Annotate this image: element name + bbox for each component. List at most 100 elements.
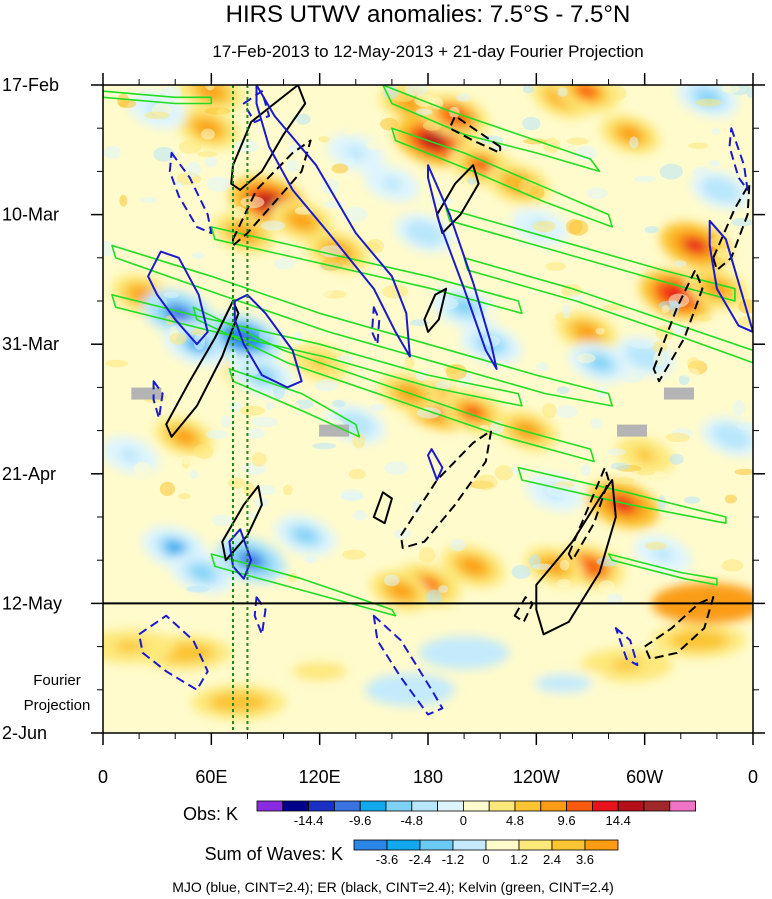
speckle-mark	[211, 514, 233, 526]
anomaly-blob-layer	[163, 540, 187, 556]
speckle-mark	[488, 95, 499, 104]
speckle-mark	[352, 432, 366, 449]
anomaly-blob-layer	[390, 583, 412, 599]
anomaly-blob-layer	[191, 565, 214, 580]
speckle-mark	[411, 501, 421, 516]
speckle-mark	[576, 353, 596, 364]
speckle-mark	[404, 85, 428, 96]
speckle-mark	[248, 512, 257, 519]
speckle-mark	[665, 432, 690, 443]
speckle-mark	[260, 220, 286, 231]
speckle-mark	[178, 139, 202, 154]
plot-area	[102, 84, 754, 734]
mjo-contour-negative	[242, 90, 271, 123]
anomaly-blob	[364, 165, 420, 202]
speckle-mark	[338, 442, 353, 450]
colorbar-swatch	[485, 839, 520, 851]
missing-data-patch	[617, 424, 648, 437]
y-tick-label: 10-Mar	[2, 205, 59, 225]
speckle-mark	[228, 350, 238, 367]
x-tick-label: 120E	[299, 767, 341, 787]
er-contour-negative	[567, 466, 610, 562]
obs-colorbar: -14.4 -9.6 -4.8 0 4.8 9.6 14.4	[256, 800, 696, 828]
speckle-mark	[434, 297, 459, 310]
anomaly-blob-layer	[461, 559, 485, 574]
mjo-contour-positive	[427, 164, 498, 370]
speckle-mark	[119, 194, 128, 207]
speckle-mark	[467, 177, 479, 185]
colorbar-label: 9.6	[558, 813, 576, 828]
kelvin-contour-positive	[192, 306, 595, 463]
missing-data-patch	[663, 387, 694, 400]
er-contour-positive	[165, 300, 240, 438]
anomaly-blob-layer	[682, 237, 708, 254]
kelvin-contour-positive	[111, 244, 613, 407]
speckle-mark	[382, 284, 409, 299]
speckle-mark	[659, 163, 683, 180]
anomaly-blob-layer	[710, 183, 731, 197]
mjo-contour-negative	[614, 627, 639, 667]
speckle-mark	[293, 331, 304, 345]
y-tick-label: 21-Apr	[2, 464, 56, 484]
speckle-mark	[629, 136, 639, 149]
speckle-mark	[306, 563, 332, 570]
anomaly-blob	[568, 342, 631, 383]
anomaly-blob-layer	[720, 429, 742, 444]
mjo-contour-positive	[255, 85, 411, 358]
anomaly-blob	[441, 545, 505, 588]
anomaly-blob-layer	[294, 528, 317, 543]
colorbar-label: -9.6	[349, 813, 371, 828]
speckle-mark	[713, 497, 723, 506]
x-tick-label: 0	[748, 767, 758, 787]
speckle-mark	[669, 453, 684, 465]
anomaly-blob-layer	[168, 647, 200, 659]
colorbar-swatch	[462, 800, 490, 812]
mjo-contours	[138, 85, 753, 716]
er-contour-positive	[535, 479, 617, 636]
speckle-mark	[191, 328, 209, 337]
speckle-mark	[205, 429, 229, 440]
colorbar-label: 3.6	[576, 852, 594, 867]
speckle-mark	[456, 93, 471, 102]
speckle-mark	[283, 484, 293, 496]
anomaly-blob-layer	[634, 349, 656, 364]
speckle-mark	[131, 212, 149, 224]
speckle-mark	[610, 462, 631, 470]
speckle-mark	[688, 142, 709, 150]
anomaly-blob-layer	[652, 547, 673, 561]
speckle-mark	[731, 217, 753, 227]
speckle-mark	[348, 468, 366, 480]
reference-longitude-lines	[232, 85, 249, 733]
speckle-mark	[103, 268, 116, 275]
speckle-mark	[511, 564, 531, 580]
speckle-mark	[542, 402, 557, 419]
speckle-mark	[566, 137, 589, 145]
er-contour-positive	[372, 491, 393, 525]
speckle-mark	[318, 135, 330, 143]
speckle-mark	[544, 262, 567, 271]
speckle-mark	[438, 585, 449, 593]
speckle-mark	[644, 541, 667, 550]
colorbar-swatch	[551, 839, 586, 851]
missing-data-patch	[319, 424, 350, 437]
speckle-mark	[246, 427, 265, 439]
er-contour-negative	[448, 114, 502, 154]
colorbar-swatch	[437, 800, 464, 812]
speckle-mark	[265, 402, 275, 411]
speckle-mark	[383, 574, 400, 587]
anomaly-blob-layer	[548, 678, 579, 689]
speckle-mark	[251, 452, 267, 467]
mjo-contour-positive	[228, 528, 253, 580]
speckle-mark	[555, 405, 578, 418]
anomaly-blob	[690, 170, 751, 210]
mjo-contour-negative	[372, 614, 444, 716]
kelvin-contour-positive	[210, 226, 523, 315]
anomaly-blob-layer	[120, 448, 141, 462]
colorbar-swatch	[566, 800, 593, 812]
er-contour-positive	[221, 485, 263, 562]
speckle-mark	[415, 108, 433, 116]
speckle-mark	[286, 159, 300, 173]
speckle-mark	[342, 206, 368, 223]
speckle-mark	[319, 280, 334, 297]
speckle-mark	[105, 359, 129, 368]
